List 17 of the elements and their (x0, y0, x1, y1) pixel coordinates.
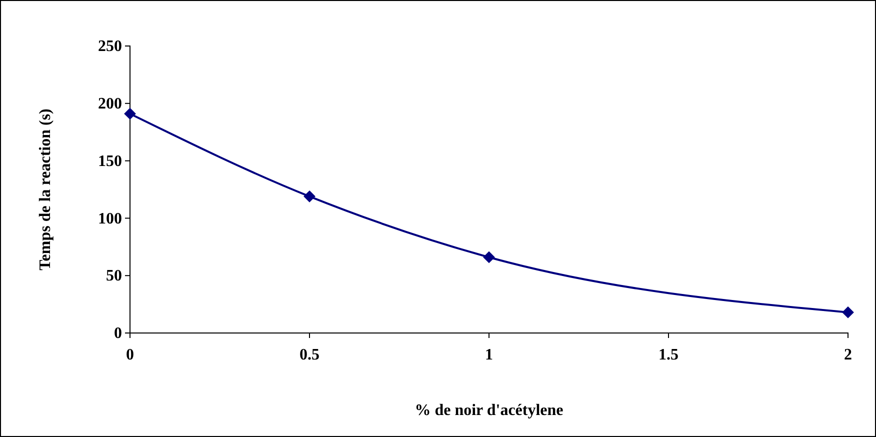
y-tick-label: 150 (98, 152, 122, 170)
point (124, 108, 136, 120)
x-axis-title: % de noir d'acétylene (414, 402, 564, 419)
x-tick-label: 0.5 (300, 346, 320, 364)
x-tick-label: 0 (126, 346, 134, 364)
point (842, 306, 854, 318)
point (483, 251, 495, 263)
x-tick-label: 1.5 (658, 346, 678, 364)
y-tick-label: 0 (114, 325, 122, 342)
x-tick-label: 2 (844, 346, 852, 364)
y-axis-title: Temps de la reaction (s) (37, 108, 54, 270)
y-tick-label: 50 (106, 268, 122, 285)
y-tick-label: 100 (98, 210, 122, 228)
point (304, 190, 316, 202)
x-tick-label: 1 (485, 346, 493, 364)
y-tick-label: 250 (98, 38, 122, 56)
y-tick-label: 200 (98, 96, 122, 113)
